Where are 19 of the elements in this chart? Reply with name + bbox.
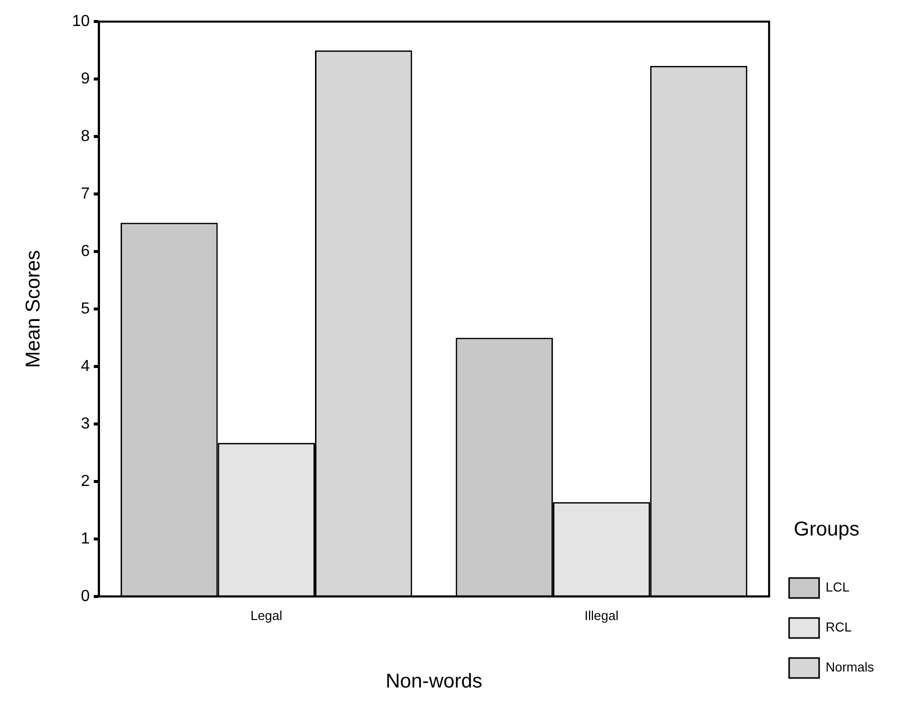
legend-label: Normals: [826, 660, 874, 675]
y-tick-label: 6: [80, 242, 90, 260]
x-tick-label: Legal: [250, 608, 282, 623]
legend-title: Groups: [794, 518, 860, 541]
y-tick-label: 3: [80, 415, 90, 432]
y-axis-title: Mean Scores: [22, 250, 45, 368]
legend-label: RCL: [826, 620, 852, 635]
y-tick-label: 5: [80, 300, 90, 318]
x-axis-title: Non-words: [386, 670, 482, 693]
legend-label: LCL: [826, 580, 850, 595]
y-tick-label: 0: [80, 588, 90, 605]
y-tick-label: 4: [80, 358, 90, 375]
y-tick-label: 1: [80, 530, 90, 548]
y-tick-label: 7: [80, 185, 90, 202]
y-tick-label: 2: [80, 472, 90, 490]
x-tick-label: Illegal: [584, 608, 619, 623]
y-tick-label: 10: [72, 13, 90, 30]
y-tick-label: 9: [80, 70, 90, 88]
y-tick-label: 8: [80, 128, 90, 145]
